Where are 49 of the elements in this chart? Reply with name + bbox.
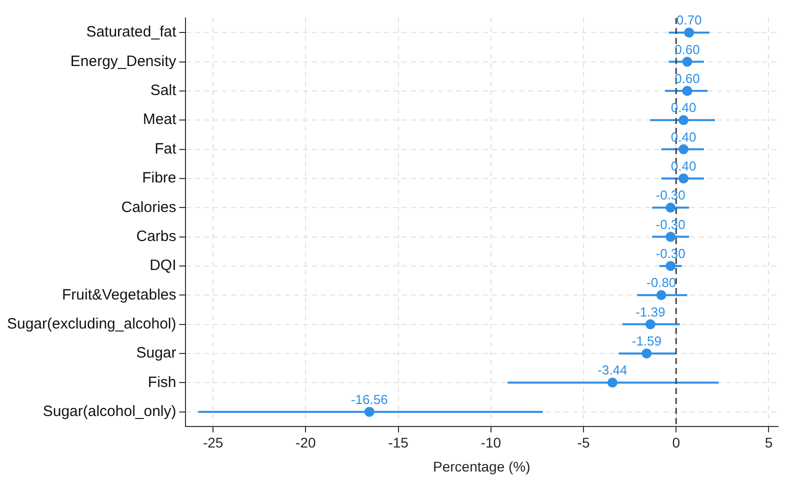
data-label: 0.60 <box>674 42 700 57</box>
y-tick-label: Fish <box>148 374 176 391</box>
y-tick-label: Calories <box>121 198 176 216</box>
data-label: -3.44 <box>598 362 628 378</box>
data-label: -0.30 <box>656 188 686 203</box>
point <box>364 406 374 417</box>
data-label: -0.30 <box>656 216 686 232</box>
data-label: 0.40 <box>670 100 696 116</box>
x-tick-label: -10 <box>480 434 502 451</box>
point <box>666 260 676 271</box>
point <box>666 202 676 213</box>
x-tick-label: -20 <box>296 434 316 451</box>
y-tick-label: Fat <box>154 140 178 158</box>
data-label: 0.40 <box>670 129 696 144</box>
point <box>642 348 652 358</box>
data-label: -0.30 <box>656 246 686 262</box>
point <box>656 290 666 300</box>
x-axis-title: Percentage (%) <box>432 458 530 474</box>
y-tick-label: Saturated_fat <box>86 24 178 41</box>
x-tick-label: 0 <box>672 434 680 451</box>
y-tick-label: DQI <box>150 257 176 274</box>
point <box>682 56 692 67</box>
y-tick-label: Carbs <box>136 228 176 245</box>
data-label: 0.40 <box>670 158 696 174</box>
y-tick-label: Fibre <box>142 170 176 187</box>
y-tick-label: Meat <box>142 111 178 128</box>
point <box>678 173 689 184</box>
point <box>666 232 676 242</box>
data-label: -1.39 <box>636 304 666 320</box>
point <box>678 115 689 126</box>
data-label: -1.59 <box>632 334 662 349</box>
data-label: -0.80 <box>646 275 676 290</box>
data-label: 0.60 <box>674 71 700 86</box>
point <box>645 319 656 330</box>
point <box>684 28 694 38</box>
y-tick-label: Sugar <box>136 344 176 362</box>
y-tick-label: Fruit&Vegetables <box>62 286 176 304</box>
x-tick-label: -5 <box>577 434 590 451</box>
y-tick-label: Energy_Density <box>70 52 177 70</box>
x-tick-label: -15 <box>388 434 409 451</box>
point <box>682 86 692 96</box>
x-tick-label: -25 <box>202 434 224 451</box>
point <box>678 144 689 154</box>
y-tick-label: Salt <box>150 82 178 100</box>
y-tick-label: Sugar(excluding_alcohol) <box>6 315 176 332</box>
data-label: -16.56 <box>350 392 388 407</box>
point <box>607 378 618 388</box>
y-tick-label: Sugar(alcohol_only) <box>42 402 176 420</box>
x-tick-label: 5 <box>764 434 773 451</box>
